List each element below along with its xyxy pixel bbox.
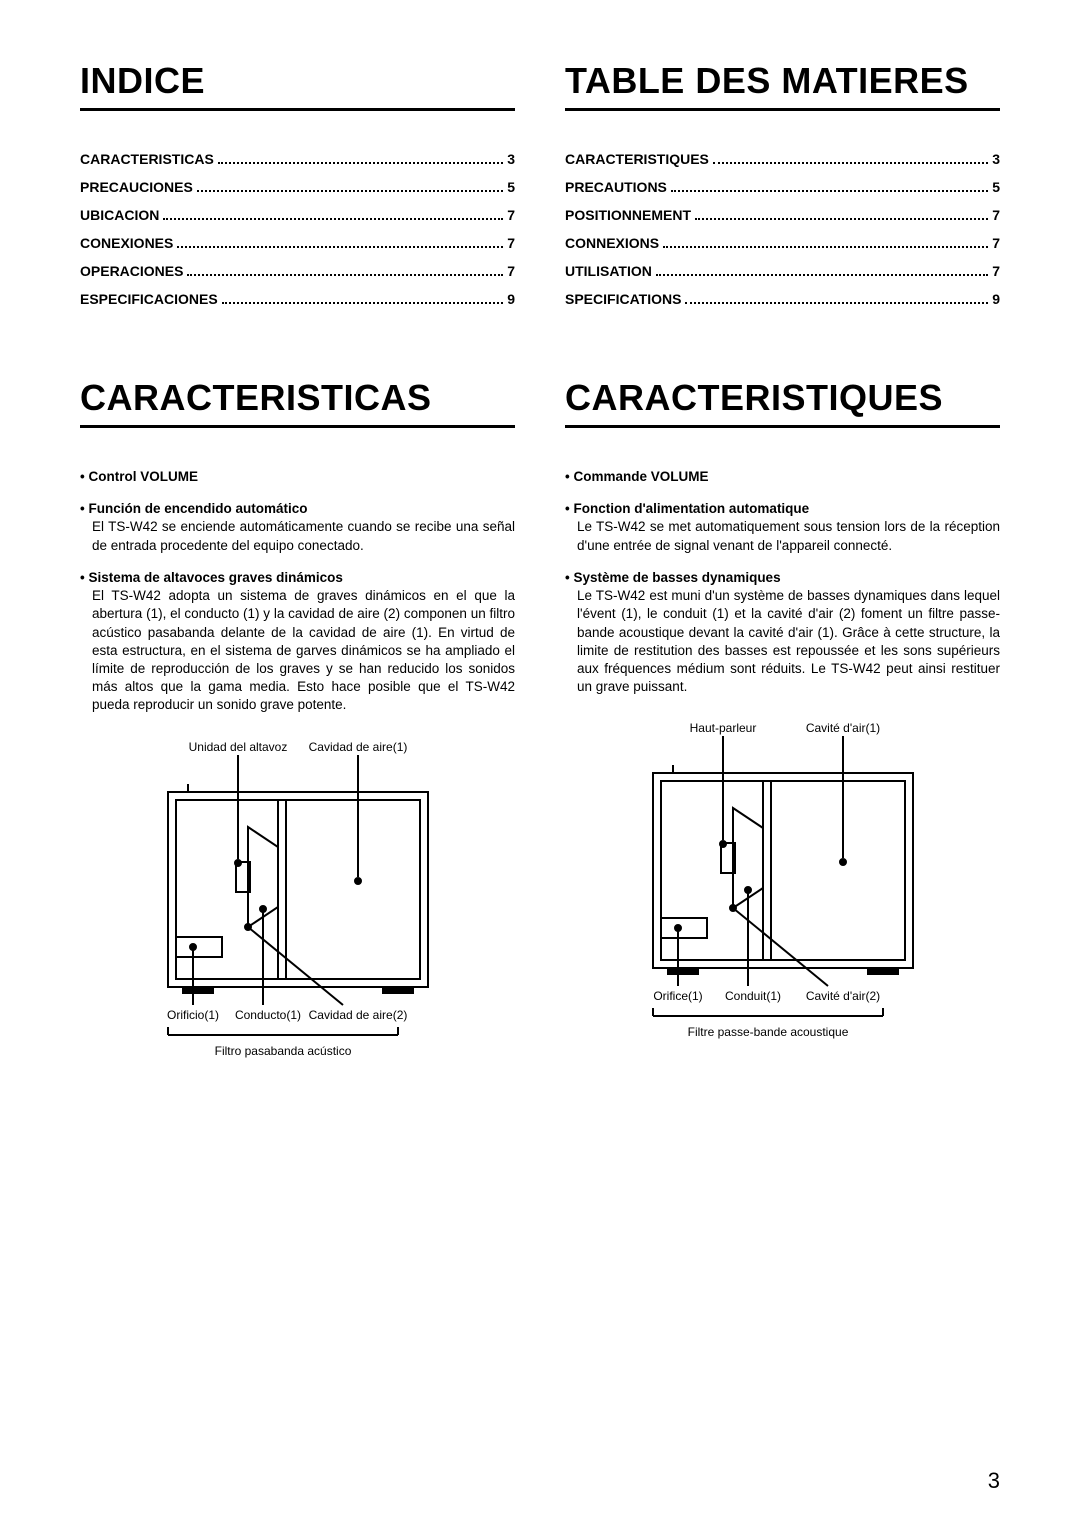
toc-dots (197, 190, 503, 192)
toc-dots (218, 162, 503, 164)
feature-item: • Control VOLUME (80, 468, 515, 486)
diagram-label-b1: Orifice(1) (653, 989, 702, 1003)
toc-label: PRECAUTIONS (565, 179, 667, 195)
feature-body: El TS-W42 adopta un sistema de graves di… (92, 587, 515, 715)
feature-title: • Système de basses dynamiques (565, 569, 1000, 587)
toc-label: OPERACIONES (80, 263, 183, 279)
toc-dots (656, 274, 988, 276)
diagram-label-b3: Cavidad de aire(2) (308, 1008, 407, 1022)
toc-label: CONNEXIONS (565, 235, 659, 251)
feature-item: • Fonction d'alimentation automatique Le… (565, 500, 1000, 555)
diagram-label-top-right: Cavidad de aire(1) (308, 740, 407, 754)
toc-dots (663, 246, 988, 248)
toc-dots (695, 218, 988, 220)
diagram-label-b3: Cavité d'air(2) (805, 989, 879, 1003)
toc-row: CONEXIONES 7 (80, 235, 515, 251)
speaker-diagram-svg: Unidad del altavoz Cavidad de aire(1) (128, 737, 468, 1067)
toc-page: 7 (992, 207, 1000, 223)
feature-body: Le TS-W42 est muni d'un système de basse… (577, 587, 1000, 696)
toc-left: CARACTERISTICAS 3 PRECAUCIONES 5 UBICACION… (80, 151, 515, 307)
diagram-label-b1: Orificio(1) (166, 1008, 218, 1022)
toc-label: CONEXIONES (80, 235, 173, 251)
diagram-label-top-left: Haut-parleur (689, 721, 756, 735)
feature-item: • Sistema de altavoces graves dinámicos … (80, 569, 515, 715)
toc-dots (187, 274, 503, 276)
toc-page: 7 (507, 235, 515, 251)
diagram-label-b2: Conduit(1) (724, 989, 780, 1003)
feature-title: • Función de encendido automático (80, 500, 515, 518)
diagram-label-filter: Filtre passe-bande acoustique (687, 1025, 848, 1039)
right-column: TABLE DES MATIERES CARACTERISTIQUES 3 PRE… (565, 60, 1000, 1067)
toc-dots (685, 302, 988, 304)
toc-row: POSITIONNEMENT 7 (565, 207, 1000, 223)
toc-page: 5 (992, 179, 1000, 195)
toc-dots (177, 246, 503, 248)
toc-page: 3 (507, 151, 515, 167)
toc-row: PRECAUTIONS 5 (565, 179, 1000, 195)
toc-page: 7 (507, 263, 515, 279)
toc-label: SPECIFICATIONS (565, 291, 681, 307)
toc-row: PRECAUCIONES 5 (80, 179, 515, 195)
feature-body: Le TS-W42 se met automatiquement sous te… (577, 518, 1000, 554)
page-number: 3 (988, 1468, 1000, 1494)
toc-label: CARACTERISTIQUES (565, 151, 709, 167)
toc-page: 7 (992, 235, 1000, 251)
diagram-label-b2: Conducto(1) (234, 1008, 300, 1022)
toc-label: UTILISATION (565, 263, 652, 279)
toc-dots (222, 302, 504, 304)
toc-label: UBICACION (80, 207, 159, 223)
table-matieres-heading: TABLE DES MATIERES (565, 60, 1000, 111)
feature-title: • Commande VOLUME (565, 468, 1000, 486)
toc-row: CONNEXIONS 7 (565, 235, 1000, 251)
toc-dots (713, 162, 988, 164)
feature-title: • Fonction d'alimentation automatique (565, 500, 1000, 518)
toc-row: CARACTERISTIQUES 3 (565, 151, 1000, 167)
toc-row: OPERACIONES 7 (80, 263, 515, 279)
toc-label: ESPECIFICACIONES (80, 291, 218, 307)
feature-item: • Commande VOLUME (565, 468, 1000, 486)
diagram-label-top-left: Unidad del altavoz (188, 740, 287, 754)
toc-label: CARACTERISTICAS (80, 151, 214, 167)
diagram-label-top-right: Cavité d'air(1) (805, 721, 879, 735)
indice-heading: INDICE (80, 60, 515, 111)
toc-page: 3 (992, 151, 1000, 167)
toc-row: UTILISATION 7 (565, 263, 1000, 279)
toc-label: PRECAUCIONES (80, 179, 193, 195)
toc-dots (163, 218, 503, 220)
toc-row: ESPECIFICACIONES 9 (80, 291, 515, 307)
toc-row: SPECIFICATIONS 9 (565, 291, 1000, 307)
feature-body: El TS-W42 se enciende automáticamente cu… (92, 518, 515, 554)
toc-page: 9 (992, 291, 1000, 307)
toc-row: UBICACION 7 (80, 207, 515, 223)
toc-page: 9 (507, 291, 515, 307)
caracteristicas-heading: CARACTERISTICAS (80, 377, 515, 428)
toc-label: POSITIONNEMENT (565, 207, 691, 223)
feature-title: • Control VOLUME (80, 468, 515, 486)
speaker-diagram-svg: Haut-parleur Cavité d'air(1) (613, 718, 953, 1048)
left-column: INDICE CARACTERISTICAS 3 PRECAUCIONES 5 UB… (80, 60, 515, 1067)
toc-right: CARACTERISTIQUES 3 PRECAUTIONS 5 POSITIONN… (565, 151, 1000, 307)
toc-page: 7 (507, 207, 515, 223)
speaker-diagram-left: Unidad del altavoz Cavidad de aire(1) (80, 737, 515, 1067)
toc-page: 5 (507, 179, 515, 195)
feature-item: • Función de encendido automático El TS-… (80, 500, 515, 555)
feature-item: • Système de basses dynamiques Le TS-W42… (565, 569, 1000, 697)
diagram-label-filter: Filtro pasabanda acústico (214, 1044, 351, 1058)
caracteristiques-heading: CARACTERISTIQUES (565, 377, 1000, 428)
toc-dots (671, 190, 988, 192)
feature-title: • Sistema de altavoces graves dinámicos (80, 569, 515, 587)
toc-page: 7 (992, 263, 1000, 279)
toc-row: CARACTERISTICAS 3 (80, 151, 515, 167)
speaker-diagram-right: Haut-parleur Cavité d'air(1) (565, 718, 1000, 1048)
